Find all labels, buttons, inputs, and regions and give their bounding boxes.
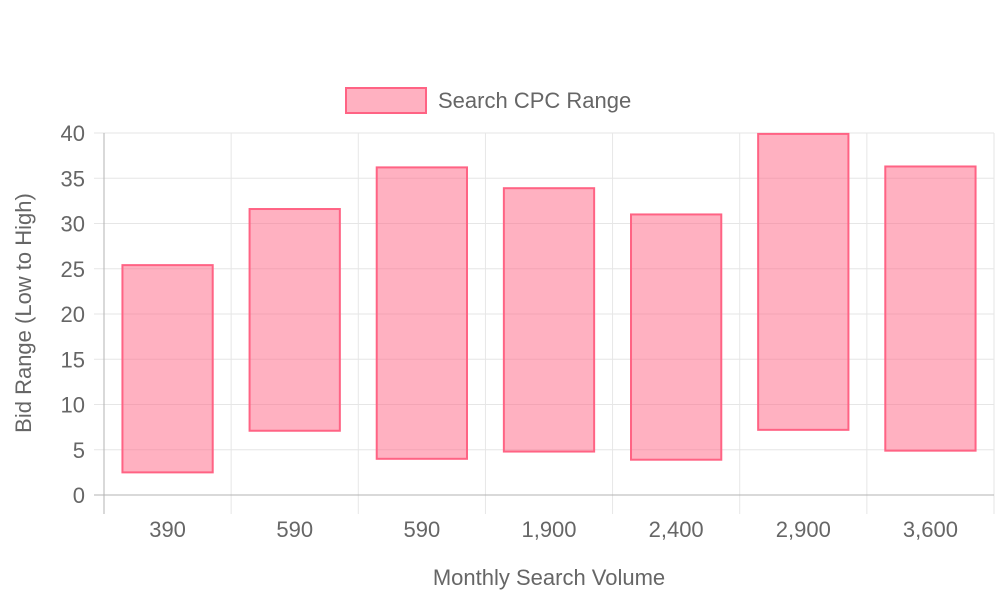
range-bar: [757, 132, 850, 431]
axes: [94, 133, 994, 496]
x-tick-label: 3,600: [903, 517, 958, 542]
legend-label[interactable]: Search CPC Range: [438, 88, 631, 113]
legend[interactable]: Search CPC Range: [345, 87, 631, 114]
x-axis-title: Monthly Search Volume: [433, 565, 665, 590]
y-tick-label: 0: [73, 483, 85, 508]
tick-labels: 0 5 10 15 20 25 30 35 40 390 590 590 1,900 2,400 2,900…: [61, 121, 958, 542]
y-tick-label: 25: [61, 257, 85, 282]
x-tick-label: 590: [403, 517, 440, 542]
range-bar: [502, 187, 596, 453]
bars: [121, 132, 977, 474]
y-tick-label: 5: [73, 438, 85, 463]
x-tick-label: 1,900: [521, 517, 576, 542]
y-tick-label: 20: [61, 302, 85, 327]
x-tick-label: 590: [276, 517, 313, 542]
range-bar: [375, 166, 468, 460]
y-tick-label: 35: [61, 166, 85, 191]
y-tick-label: 15: [61, 347, 85, 372]
x-tick-label: 390: [149, 517, 186, 542]
range-bar: [884, 165, 977, 452]
range-bar: [248, 208, 341, 432]
y-tick-label: 10: [61, 393, 85, 418]
range-bar: [630, 213, 723, 461]
y-tick-label: 40: [61, 121, 85, 146]
range-bar: [121, 264, 214, 474]
x-tick-label: 2,900: [776, 517, 831, 542]
legend-swatch[interactable]: [345, 87, 427, 114]
y-tick-label: 30: [61, 212, 85, 237]
y-axis-title: Bid Range (Low to High): [11, 193, 36, 433]
x-tick-label: 2,400: [649, 517, 704, 542]
